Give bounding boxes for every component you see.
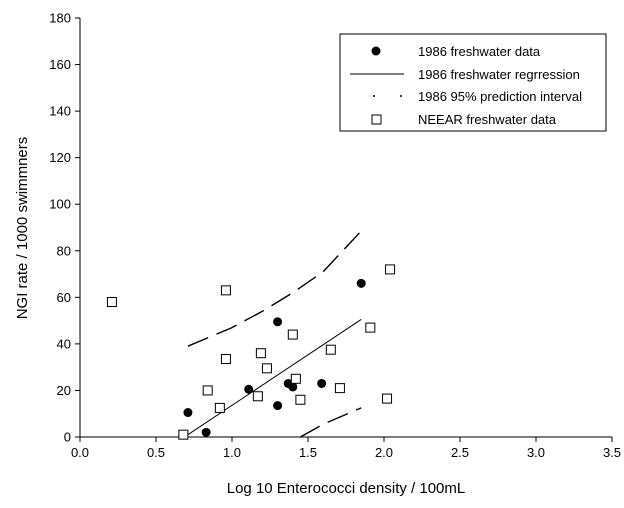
data-point-neear — [252, 391, 263, 402]
x-tick-label: 2.5 — [451, 445, 469, 460]
data-point-neear — [220, 285, 231, 296]
data-point-1986 — [244, 384, 254, 394]
legend-label-neear: NEEAR freshwater data — [418, 112, 557, 127]
data-point-neear — [290, 373, 301, 384]
legend-label-1986-data: 1986 freshwater data — [418, 44, 541, 59]
y-tick-label: 120 — [49, 150, 71, 165]
y-tick-label: 40 — [57, 336, 71, 351]
data-point-neear — [178, 429, 189, 440]
data-point-1986 — [356, 278, 366, 288]
y-tick-label: 160 — [49, 57, 71, 72]
x-tick-label: 3.5 — [603, 445, 621, 460]
x-axis-title: Log 10 Enterococci density / 100mL — [227, 480, 465, 497]
y-tick-label: 0 — [64, 430, 71, 445]
data-point-neear — [220, 354, 231, 365]
x-ticks: 0.0 0.5 1.0 1.5 2.0 2.5 3.0 3.5 — [71, 437, 621, 460]
data-point-neear — [255, 348, 266, 359]
x-tick-label: 2.0 — [375, 445, 393, 460]
legend-swatch-prediction-dot-1 — [373, 95, 375, 97]
data-point-neear — [365, 322, 376, 333]
y-tick-label: 80 — [57, 243, 71, 258]
y-axis-title: NGI rate / 1000 swimmners — [14, 137, 31, 320]
data-point-neear — [295, 394, 306, 405]
y-ticks: 0 20 40 60 80 100 120 140 160 180 — [49, 11, 80, 445]
data-point-1986 — [201, 427, 211, 437]
y-tick-label: 140 — [49, 104, 71, 119]
y-tick-label: 20 — [57, 383, 71, 398]
data-point-1986 — [288, 382, 298, 392]
data-point-neear — [382, 393, 393, 404]
data-point-1986 — [273, 317, 283, 327]
legend-swatch-1986-data — [371, 46, 381, 56]
data-point-1986 — [273, 401, 283, 411]
data-point-1986 — [317, 378, 327, 388]
data-point-neear — [385, 264, 396, 275]
prediction-interval-line — [300, 407, 362, 438]
data-point-1986 — [183, 408, 193, 418]
x-tick-label: 3.0 — [527, 445, 545, 460]
y-tick-label: 100 — [49, 197, 71, 212]
legend-label-prediction-interval: 1986 95% prediction interval — [418, 89, 582, 104]
legend-label-regression: 1986 freshwater regrression — [418, 67, 580, 82]
y-tick-label: 60 — [57, 290, 71, 305]
data-point-neear — [325, 344, 336, 355]
prediction-interval-line — [187, 230, 362, 347]
data-point-neear — [261, 363, 272, 374]
data-point-neear — [214, 402, 225, 413]
regression-line — [187, 318, 362, 436]
legend-swatch-neear — [371, 114, 382, 125]
data-point-neear — [334, 383, 345, 394]
x-tick-label: 0.5 — [147, 445, 165, 460]
legend: 1986 freshwater data 1986 freshwater reg… — [339, 33, 607, 132]
x-tick-label: 1.0 — [223, 445, 241, 460]
data-marks — [106, 230, 396, 440]
data-point-neear — [202, 385, 213, 396]
data-point-neear — [106, 296, 117, 307]
x-tick-label: 0.0 — [71, 445, 89, 460]
y-tick-label: 180 — [49, 11, 71, 26]
plot-area — [79, 18, 612, 438]
data-point-neear — [287, 329, 298, 340]
x-tick-label: 1.5 — [299, 445, 317, 460]
legend-box — [339, 33, 607, 132]
legend-swatch-prediction-dot-2 — [400, 95, 402, 97]
